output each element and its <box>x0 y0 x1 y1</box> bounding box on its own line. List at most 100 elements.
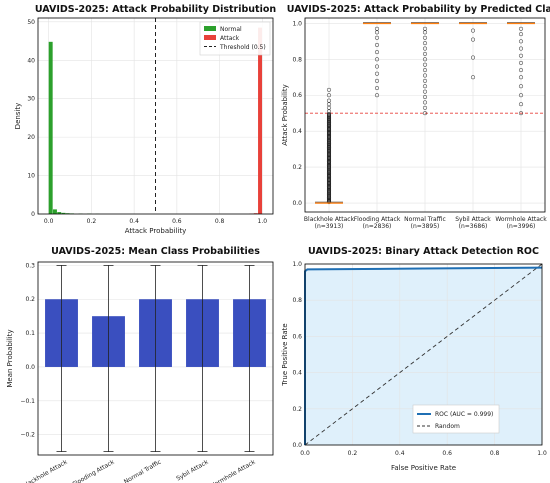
box-x-count-label: (n=3895) <box>411 223 440 230</box>
roc-legend-box <box>412 404 500 434</box>
box-outlier <box>422 73 428 78</box>
roc-xlabel: False Positive Rate <box>391 464 456 472</box>
box-outlier <box>374 50 380 55</box>
box-outlier <box>470 28 476 33</box>
box-ylabel: Attack Probability <box>281 84 289 146</box>
roc-y-tick-label: 0.4 <box>292 370 302 377</box>
box-outlier <box>374 26 380 31</box>
box-outlier <box>422 105 428 110</box>
box-outlier <box>422 35 428 40</box>
roc-x-tick-label: 0.6 <box>442 450 452 457</box>
box-outlier <box>422 94 428 100</box>
box-outlier <box>422 89 428 94</box>
box-outlier <box>518 60 524 65</box>
box-x-count-label: (n=3913) <box>315 223 344 230</box>
box-x-tick-label: Normal Traffic <box>404 216 446 223</box>
box-outlier <box>518 84 524 89</box>
roc-area-fill <box>305 267 542 445</box>
hist-bar-normal <box>52 209 57 214</box>
box-outlier <box>374 71 380 76</box>
box-x-tick-label: Blackhole Attack <box>304 216 355 223</box>
hist-y-tick-label: 10 <box>27 173 35 180</box>
box-x-tick-label: Sybil Attack <box>455 216 491 223</box>
box-y-tick-label: 0.0 <box>292 200 302 207</box>
hist-y-tick-label: 40 <box>27 57 35 64</box>
hist-y-tick-label: 50 <box>27 19 35 26</box>
box-outlier <box>422 51 428 56</box>
hist-y-tick-label: 30 <box>27 96 35 103</box>
hist-y-tick-label: 0 <box>31 211 35 218</box>
legend-label-attack: Attack <box>220 35 240 42</box>
roc-y-tick-label: 0.8 <box>292 297 302 304</box>
box-outlier <box>422 84 428 89</box>
box-outlier <box>374 64 380 69</box>
roc-y-tick-label: 0.2 <box>292 406 302 413</box>
legend-label-roc: ROC (AUC = 0.999) <box>435 411 493 418</box>
bar-x-tick-label: Wormhole Attack <box>209 458 257 483</box>
bar-x-tick-label: Normal Traffic <box>123 459 163 483</box>
bar-x-tick-label: Blackhole Attack <box>22 458 69 483</box>
roc-y-tick-label: 0.6 <box>292 333 302 340</box>
random-diagonal-line <box>304 263 543 446</box>
bar-ylabel: Mean Probability <box>6 329 14 387</box>
hist-ylabel: Density <box>14 103 22 130</box>
bar-title: UAVIDS-2025: Mean Class Probabilities <box>51 246 260 257</box>
roc-x-tick-label: 1.0 <box>537 450 547 457</box>
bar-y-tick-label: −0.2 <box>20 432 35 439</box>
box-outlier <box>422 46 428 51</box>
hist-bar-normal <box>48 41 53 214</box>
hist-title: UAVIDS-2025: Attack Probability Distribu… <box>35 4 276 15</box>
legend-label-normal: Normal <box>220 26 242 33</box>
box-x-count-label: (n=3996) <box>507 223 536 230</box>
box-frame <box>304 17 546 213</box>
box-title: UAVIDS-2025: Attack Probability by Predi… <box>287 4 550 15</box>
roc-x-tick-label: 0.0 <box>300 450 310 457</box>
bar-y-tick-label: 0.1 <box>25 330 35 337</box>
bar-y-tick-label: 0.0 <box>25 364 35 371</box>
box-outlier <box>422 26 428 31</box>
box-outlier <box>422 41 428 46</box>
box-outlier <box>422 68 428 73</box>
hist-bar-attack <box>258 27 263 214</box>
box-outlier <box>422 62 428 67</box>
legend-label-random: Random <box>435 423 460 430</box>
bar-y-tick-label: 0.3 <box>25 262 35 269</box>
box-x-tick-label: Flooding Attack <box>354 216 401 223</box>
box-y-tick-label: 0.8 <box>292 56 302 63</box>
box-outlier <box>374 93 380 98</box>
box-y-tick-label: 0.6 <box>292 92 302 99</box>
roc-y-tick-label: 0.0 <box>292 442 302 449</box>
box-outlier <box>518 111 524 116</box>
hist-x-tick-label: 1.0 <box>258 218 268 225</box>
box-outlier <box>518 75 524 80</box>
hist-x-tick-label: 0.0 <box>44 218 54 225</box>
hist-x-tick-label: 0.2 <box>87 218 97 225</box>
box-outlier <box>518 93 524 98</box>
box-outlier <box>518 53 524 58</box>
hist-bar-normal <box>61 212 66 214</box>
hist-x-tick-label: 0.6 <box>172 218 182 225</box>
legend-swatch <box>204 26 216 31</box>
hist-bar-normal <box>57 212 62 214</box>
hist-xlabel: Attack Probability <box>125 227 187 235</box>
box-outlier <box>518 68 524 73</box>
hist-x-tick-label: 0.4 <box>129 218 139 225</box>
box-y-tick-label: 0.4 <box>292 128 302 135</box>
roc-ylabel: True Positive Rate <box>281 323 289 386</box>
box-x-tick-label: Wormhole Attack <box>495 216 547 223</box>
box-outlier <box>470 37 476 42</box>
box-outlier <box>470 55 476 60</box>
roc-x-tick-label: 0.8 <box>490 450 500 457</box>
box-outlier <box>422 100 428 105</box>
box-outlier <box>422 111 428 116</box>
box-outlier <box>374 78 380 83</box>
box-outlier <box>518 102 524 107</box>
roc-title: UAVIDS-2025: Binary Attack Detection ROC <box>308 246 539 257</box>
box-outlier <box>374 35 380 40</box>
bar-x-tick-label: Sybil Attack <box>175 458 210 482</box>
roc-x-tick-label: 0.4 <box>395 450 405 457</box>
box-outlier <box>518 26 524 31</box>
box-outlier <box>422 57 428 62</box>
box-outlier <box>374 57 380 62</box>
hist-frame <box>37 17 274 215</box>
